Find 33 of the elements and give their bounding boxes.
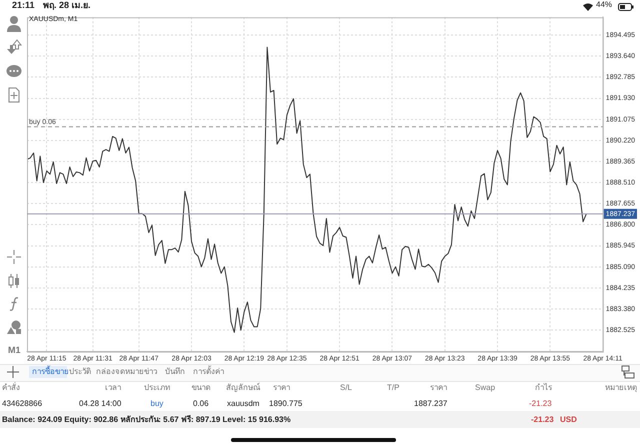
text: กล่องจดหมาย [96,367,144,377]
text: บันทึก [165,367,185,377]
text: xauusdm [227,399,260,409]
text: การซื้อขาย [32,367,69,377]
text: -21.23 [529,399,552,409]
text: buy [150,399,164,409]
text: USD [560,415,577,425]
text: 434628866 [2,399,42,409]
text: 21:11 [12,0,35,10]
text: ประวัติ [69,367,91,377]
text: 04.28 14:00 [79,399,122,409]
text: ขนาด [192,383,210,393]
text: ราคา [273,383,290,393]
text: 1887.237 [414,399,448,409]
text: สัญลักษณ์ [226,383,260,393]
text: กำไร [535,383,552,393]
text: พฤ. 28 เม.ย. [43,0,91,10]
text: 1890.775 [269,399,302,409]
text: 44% [596,0,612,10]
text: หมายเหตุ [605,383,637,393]
text: Swap [475,383,496,393]
text: 0.06 [193,399,209,409]
text: ประเภท [144,383,170,393]
text: ราคา [430,383,447,393]
text: เวลา [105,383,121,393]
text: T/P [387,383,400,393]
text: S/L [340,383,352,393]
text: -21.23 [531,415,554,425]
text: การตั้งค่า [193,367,224,377]
text: คำสั่ง [2,383,20,393]
text: Balance: 924.09 Equity: 902.86 หลักประกัน: 5.67 ฟรี: 897.19 Level: 15 916.93% [2,415,291,425]
text: ข่าว [144,367,157,377]
text: M1 [8,345,21,355]
